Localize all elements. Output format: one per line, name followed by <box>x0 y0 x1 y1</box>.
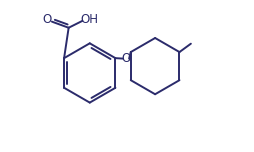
Text: OH: OH <box>81 13 99 26</box>
Text: O: O <box>42 13 52 26</box>
Text: O: O <box>121 52 131 65</box>
